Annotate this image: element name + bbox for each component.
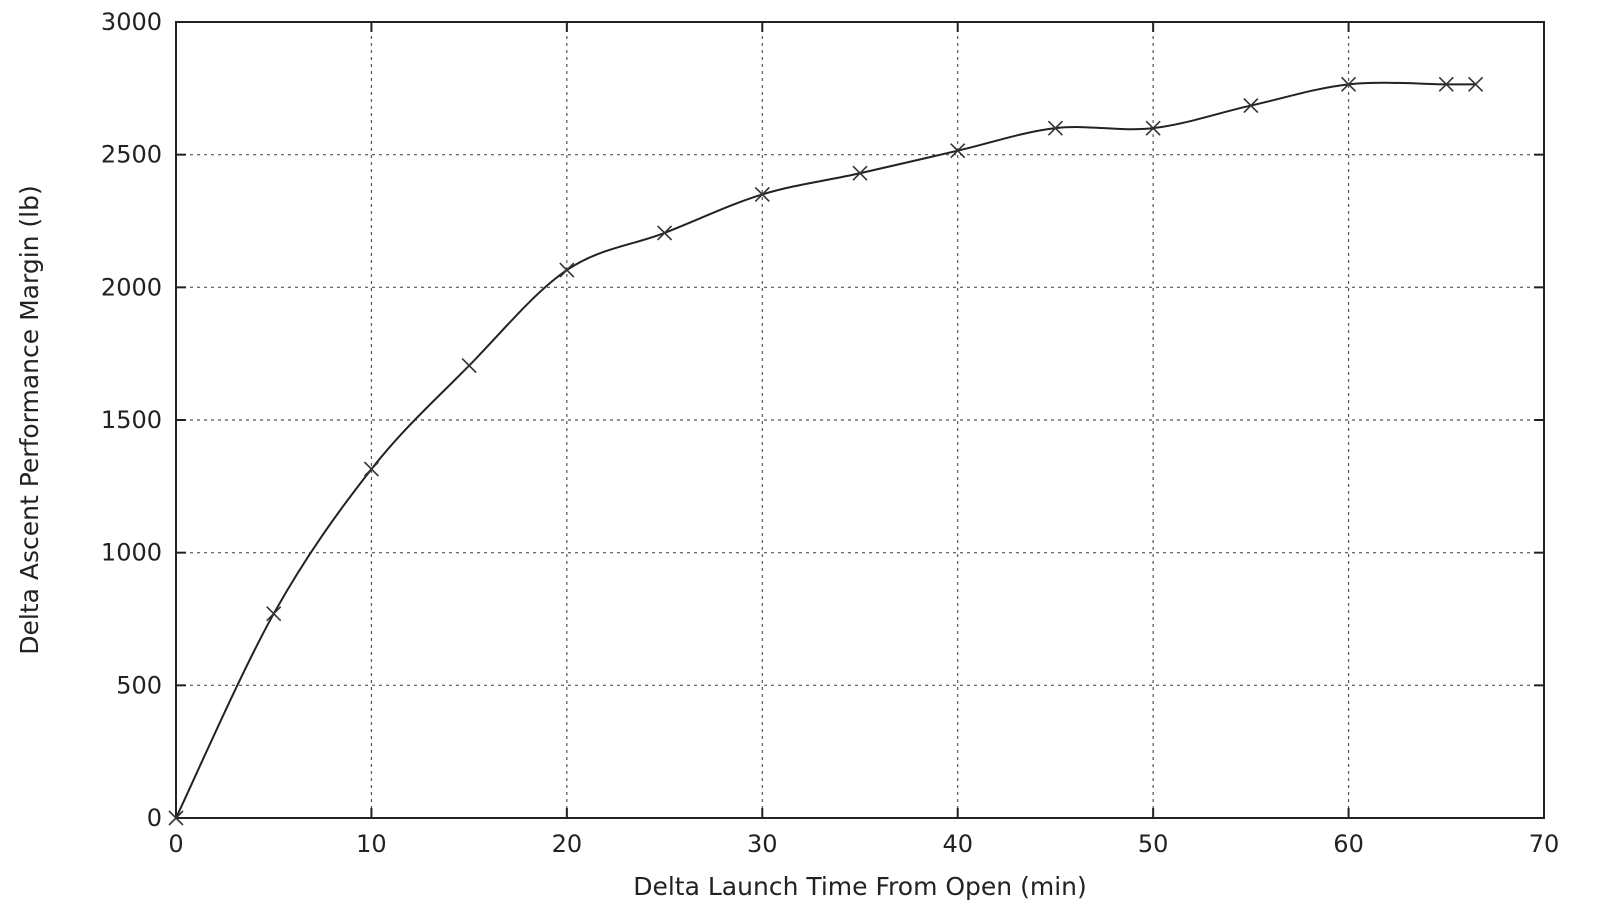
y-tick-label: 1000 <box>101 539 162 567</box>
data-point-marker <box>754 186 770 203</box>
data-point-marker <box>461 358 477 374</box>
marker-stroke <box>657 225 673 241</box>
x-tick-label: 70 <box>1529 830 1560 858</box>
data-point-marker <box>950 143 966 159</box>
x-tick-label: 60 <box>1333 830 1364 858</box>
data-point-marker <box>852 165 868 181</box>
data-series <box>168 76 1484 826</box>
data-point-marker <box>266 606 282 622</box>
marker-stroke <box>1341 76 1357 92</box>
data-point-marker <box>1145 120 1161 136</box>
marker-stroke <box>266 606 282 622</box>
y-tick-label: 2500 <box>101 141 162 169</box>
marker-stroke <box>1243 98 1259 114</box>
marker-stroke <box>754 186 770 203</box>
marker-stroke <box>363 461 379 477</box>
x-tick-label: 0 <box>168 830 183 858</box>
marker-stroke <box>168 810 184 826</box>
x-tick-label: 10 <box>356 830 387 858</box>
y-tick-label: 0 <box>147 804 162 832</box>
series-line <box>175 81 1476 819</box>
data-point-marker <box>657 225 673 241</box>
x-tick-label: 20 <box>552 830 583 858</box>
marker-stroke <box>461 358 477 374</box>
axis-ticks <box>175 21 1545 819</box>
marker-stroke <box>852 165 868 181</box>
x-tick-label: 30 <box>747 830 778 858</box>
marker-stroke <box>559 262 575 278</box>
data-point-marker <box>168 810 184 826</box>
data-point-marker <box>559 262 575 278</box>
y-tick-label: 3000 <box>101 8 162 36</box>
data-point-marker <box>1341 76 1357 92</box>
y-tick-label: 500 <box>116 671 162 699</box>
y-axis-title: Delta Ascent Performance Margin (lb) <box>15 185 44 655</box>
data-point-marker <box>1243 98 1259 114</box>
marker-stroke <box>1145 120 1161 136</box>
x-axis-title: Delta Launch Time From Open (min) <box>633 872 1087 901</box>
tick-labels: 0 10 20 30 40 50 60 70 0 500 1000 1500 2000 2500 3000 <box>101 8 1559 858</box>
marker-stroke <box>950 143 966 159</box>
grid-lines <box>176 22 1544 818</box>
data-point-marker <box>363 461 379 477</box>
x-tick-label: 50 <box>1138 830 1169 858</box>
data-point-marker <box>1438 76 1454 92</box>
marker-stroke <box>1438 76 1454 92</box>
marker-stroke <box>1468 76 1484 92</box>
y-tick-label: 2000 <box>101 273 162 301</box>
data-point-marker <box>1047 120 1063 136</box>
y-tick-label: 1500 <box>101 406 162 434</box>
marker-stroke <box>1047 120 1063 136</box>
x-tick-label: 40 <box>942 830 973 858</box>
data-point-marker <box>1468 76 1484 92</box>
